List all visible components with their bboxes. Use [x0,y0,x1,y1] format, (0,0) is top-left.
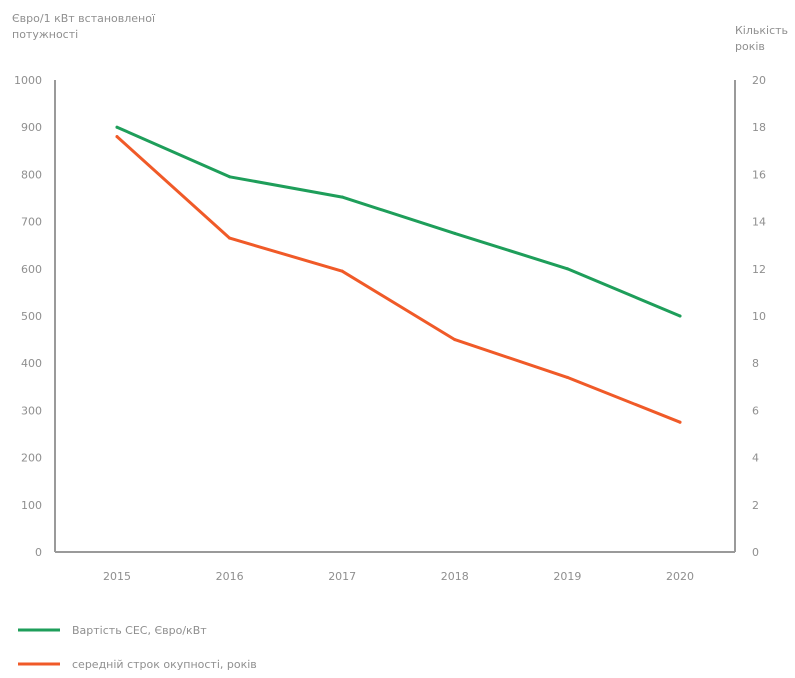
x-tick-labels: 2015 2016 2017 2018 2019 2020 [103,570,694,583]
left-y-tick-label: 100 [21,499,42,512]
left-y-tick-label: 800 [21,168,42,181]
right-y-tick-label: 12 [752,263,766,276]
left-y-tick-labels: 0 100 200 300 400 500 600 700 800 900 1000 [14,74,42,559]
x-tick-label: 2019 [553,570,581,583]
series-1-point [340,195,344,199]
left-y-tick-label: 0 [35,546,42,559]
right-y-tick-label: 14 [752,216,766,229]
left-axis-title-line-2: потужності [12,28,78,41]
left-y-tick-label: 700 [21,216,42,229]
legend-label-1: Вартість СЕС, Євро/кВт [72,624,207,637]
right-y-tick-labels: 0 2 4 6 8 10 12 14 16 18 20 [752,74,766,559]
left-y-tick-label: 600 [21,263,42,276]
left-axis-title-line-1: Євро/1 кВт встановленої [12,12,156,25]
legend-label-2: середній строк окупності, років [72,658,257,671]
left-y-tick-label: 200 [21,452,42,465]
right-y-tick-label: 20 [752,74,766,87]
right-y-tick-label: 8 [752,357,759,370]
right-y-tick-label: 6 [752,404,759,417]
x-tick-label: 2015 [103,570,131,583]
series-1-point [228,175,232,179]
series-1-point [453,231,457,235]
right-y-tick-label: 4 [752,452,759,465]
series-2-point [565,375,569,379]
right-y-tick-label: 10 [752,310,766,323]
left-axis-title: Євро/1 кВт встановленої потужності [12,12,156,41]
left-y-tick-label: 1000 [14,74,42,87]
right-axis-title-line-2: років [735,40,765,53]
x-tick-label: 2018 [441,570,469,583]
series-1-point [115,125,119,129]
left-y-tick-label: 300 [21,404,42,417]
series-1-point [565,267,569,271]
series-line-2 [115,135,682,424]
right-y-tick-label: 16 [752,168,766,181]
series-line-1 [115,125,682,318]
left-y-tick-label: 500 [21,310,42,323]
series-2-point [678,420,682,424]
x-tick-label: 2017 [328,570,356,583]
left-y-tick-label: 400 [21,357,42,370]
series-lines [115,125,682,424]
right-y-tick-label: 18 [752,121,766,134]
x-tick-label: 2016 [216,570,244,583]
right-axis-title: Кількість років [735,24,788,53]
legend: Вартість СЕС, Євро/кВт середній строк оку… [18,624,257,671]
series-1-point [678,314,682,318]
series-2-point [115,135,119,139]
right-y-tick-label: 2 [752,499,759,512]
right-axis-title-line-1: Кількість [735,24,788,37]
left-y-tick-label: 900 [21,121,42,134]
right-y-tick-label: 0 [752,546,759,559]
series-2-point [228,236,232,240]
series-2-point [340,269,344,273]
series-2-point [453,338,457,342]
x-tick-label: 2020 [666,570,694,583]
